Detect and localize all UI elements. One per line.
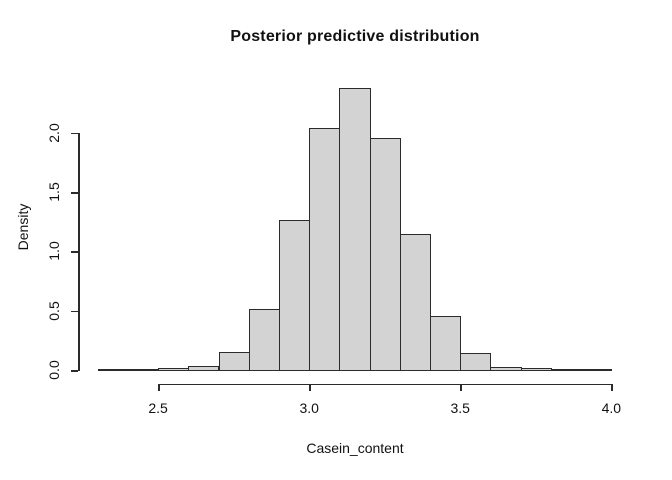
x-tick	[611, 383, 613, 391]
histogram-bar	[309, 128, 341, 371]
histogram-bar	[218, 351, 250, 371]
histogram-bar	[127, 368, 160, 371]
chart-title: Posterior predictive distribution	[230, 28, 480, 45]
histogram-bar	[188, 366, 220, 371]
histogram-bar	[248, 308, 280, 371]
histogram-bar	[460, 353, 492, 371]
x-tick-label: 4.0	[601, 400, 622, 416]
histogram-bar	[339, 87, 371, 371]
y-tick-label: 1.5	[46, 182, 62, 202]
y-tick-label: 1.0	[46, 241, 62, 262]
x-tick	[460, 383, 462, 391]
x-tick-label: 3.5	[450, 400, 470, 416]
histogram-bar	[158, 367, 190, 371]
x-tick	[158, 383, 160, 391]
histogram-bar	[520, 368, 552, 371]
histogram-bar	[97, 368, 129, 371]
y-axis-label: Density	[15, 203, 31, 251]
y-tick	[71, 192, 78, 194]
x-tick	[309, 383, 311, 391]
y-axis-line	[78, 132, 80, 371]
histogram-bar	[550, 368, 583, 371]
histogram-bar	[399, 233, 431, 371]
y-tick-label: 0.5	[46, 300, 62, 321]
y-tick	[71, 132, 78, 135]
y-tick-label: 0.0	[46, 360, 62, 380]
histogram-bar	[430, 316, 462, 371]
x-axis-label: Casein_content	[306, 440, 404, 456]
x-tick-label: 3.0	[299, 400, 319, 416]
y-tick	[71, 310, 78, 313]
histogram-bar	[490, 366, 522, 371]
histogram-bar	[369, 137, 401, 371]
histogram-bar	[581, 368, 613, 371]
y-tick	[71, 251, 78, 253]
x-axis-line	[158, 383, 613, 385]
histogram-bar	[279, 219, 311, 371]
x-tick-label: 2.5	[148, 400, 168, 416]
y-tick-label: 2.0	[46, 122, 62, 143]
y-tick	[71, 370, 78, 372]
